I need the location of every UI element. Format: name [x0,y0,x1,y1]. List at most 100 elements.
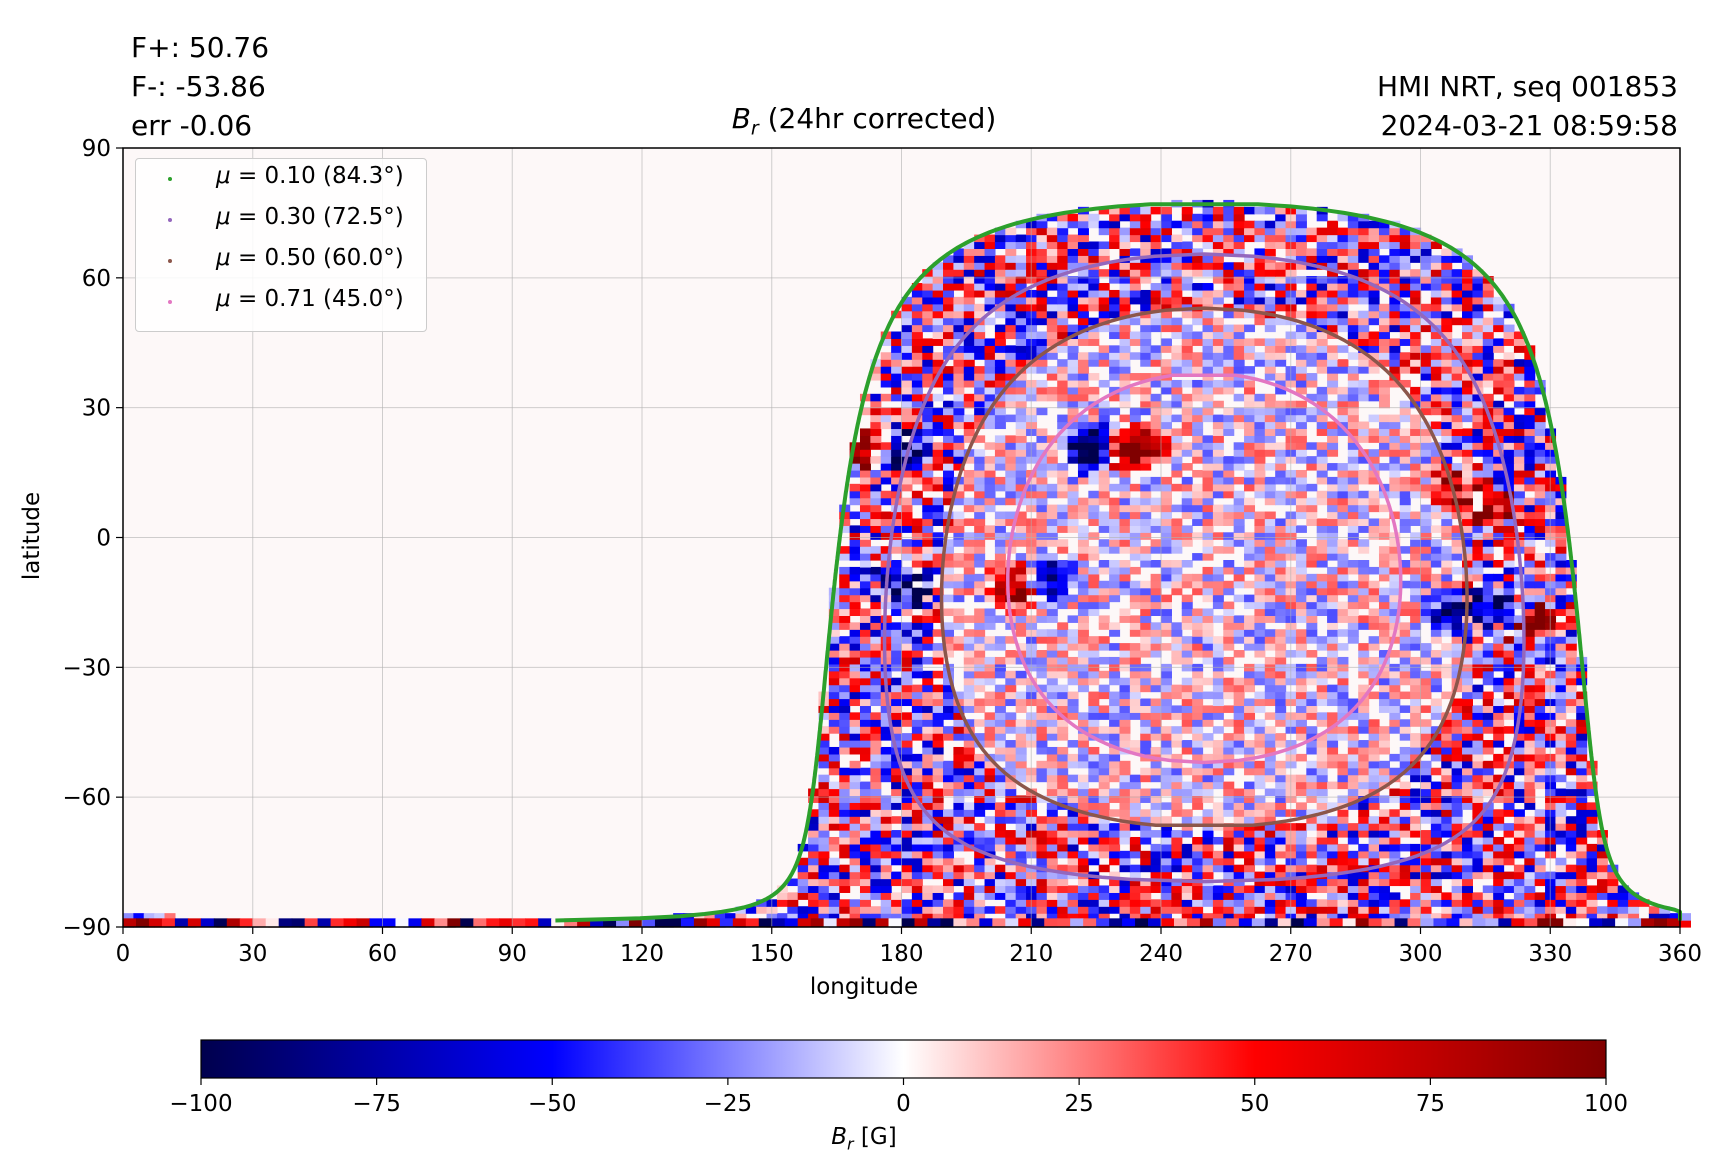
magnetogram-cell [1368,643,1380,651]
magnetogram-cell [1451,871,1463,880]
magnetogram-cell [818,899,830,907]
magnetogram-cell [1171,539,1183,547]
magnetogram-cell [1327,913,1339,921]
magnetogram-cell [1555,746,1567,755]
magnetogram-cell [1399,857,1411,866]
magnetogram-cell [1015,428,1027,436]
magnetogram-cell [1181,684,1193,693]
magnetogram-cell [1378,622,1390,630]
magnetogram-cell [1212,836,1224,845]
magnetogram-cell [1399,483,1411,492]
magnetogram-cell [870,580,882,589]
magnetogram-cell [963,650,975,658]
magnetogram-cell [1202,615,1214,623]
magnetogram-cell [953,373,965,381]
magnetogram-cell [911,823,923,831]
magnetogram-cell [1109,442,1121,450]
magnetogram-cell [1524,379,1536,388]
magnetogram-cell [1472,449,1484,457]
magnetogram-cell [870,518,882,526]
magnetogram-cell [932,760,944,769]
magnetogram-cell [1358,421,1370,430]
magnetogram-cell [1119,684,1131,693]
magnetogram-cell [1098,823,1110,831]
magnetogram-cell [1233,836,1245,845]
magnetogram-cell [1161,560,1172,568]
magnetogram-cell [1036,830,1048,838]
magnetogram-cell [1088,906,1100,914]
magnetogram-cell [1327,684,1339,693]
magnetogram-cell [911,400,923,409]
magnetogram-cell [1254,393,1266,402]
magnetogram-cell [1482,885,1494,893]
magnetogram-cell [891,781,903,790]
magnetogram-cell [828,622,840,630]
magnetogram-cell [1171,767,1183,776]
magnetogram-cell [1077,379,1089,388]
magnetogram-cell [1316,802,1328,810]
magnetogram-cell [1181,608,1193,616]
magnetogram-cell [1233,650,1245,658]
magnetogram-cell [1119,463,1131,471]
magnetogram-cell [1223,684,1235,693]
magnetogram-cell [870,483,882,492]
magnetogram-cell [880,518,892,526]
magnetogram-cell [1036,546,1048,554]
magnetogram-cell [1482,830,1494,838]
magnetogram-cell [1306,379,1318,388]
magnetogram-cell [1005,656,1017,665]
magnetogram-cell [1192,670,1204,679]
magnetogram-cell [891,587,903,596]
magnetogram-cell [1046,850,1058,859]
magnetogram-cell [1420,864,1432,873]
magnetogram-cell [1212,677,1224,686]
magnetogram-cell [943,809,954,817]
magnetogram-cell [1223,608,1235,616]
magnetogram-cell [1410,705,1422,713]
magnetogram-cell [1368,746,1380,755]
magnetogram-cell [1140,823,1152,831]
magnetogram-cell [1202,587,1214,596]
magnetogram-cell [943,857,954,866]
magnetogram-cell [1264,823,1276,831]
magnetogram-cell [870,601,882,610]
magnetogram-cell [849,497,861,506]
magnetogram-cell [1140,899,1152,907]
magnetogram-cell [1005,373,1017,381]
magnetogram-cell [1524,746,1536,755]
magnetogram-cell [1358,857,1370,866]
magnetogram-cell [1046,656,1058,665]
magnetogram-cell [911,636,923,644]
magnetogram-cell [1223,906,1235,914]
magnetogram-cell [1316,518,1328,526]
magnetogram-cell [1337,560,1349,568]
magnetogram-cell [859,407,871,416]
magnetogram-cell [1441,566,1453,575]
magnetogram-cell [1077,677,1089,686]
magnetogram-cell [943,843,954,852]
magnetogram-cell [1451,483,1463,492]
magnetogram-cell [880,774,892,783]
magnetogram-cell [932,379,944,388]
magnetogram-cell [1233,691,1245,700]
magnetogram-cell [1399,691,1411,700]
magnetogram-cell [901,553,913,561]
magnetogram-cell [1327,532,1339,540]
magnetogram-cell [994,823,1006,831]
magnetogram-cell [963,428,975,436]
magnetogram-cell [1046,677,1058,686]
magnetogram-cell [953,573,965,582]
magnetogram-cell [870,400,882,409]
magnetogram-cell [1462,511,1473,520]
magnetogram-cell [1399,601,1411,610]
magnetogram-cell [953,608,965,616]
magnetogram-cell [818,885,830,893]
magnetogram-cell [1462,379,1473,388]
magnetogram-cell [963,878,975,887]
magnetogram-cell [1306,483,1318,492]
magnetogram-cell [880,449,892,457]
magnetogram-cell [1513,490,1525,499]
magnetogram-cell [1067,379,1079,388]
magnetogram-cell [1161,788,1172,797]
magnetogram-cell [808,823,820,831]
